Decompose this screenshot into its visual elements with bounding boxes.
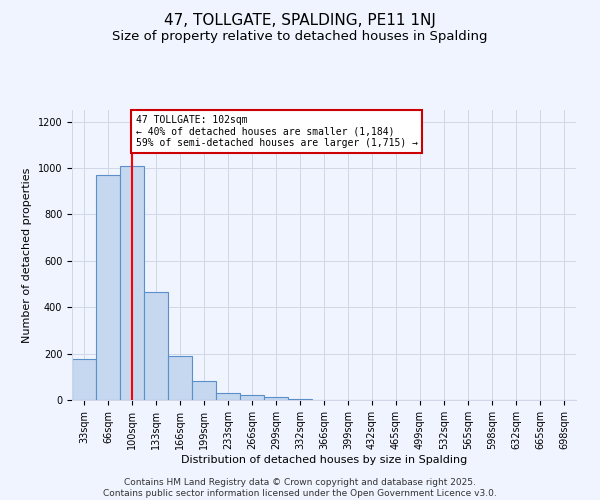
Bar [120, 166, 144, 400]
Bar [216, 393, 240, 400]
Bar [264, 396, 288, 400]
Text: Size of property relative to detached houses in Spalding: Size of property relative to detached ho… [112, 30, 488, 43]
Text: 47 TOLLGATE: 102sqm
← 40% of detached houses are smaller (1,184)
59% of semi-det: 47 TOLLGATE: 102sqm ← 40% of detached ho… [136, 114, 418, 148]
Bar [96, 175, 120, 400]
Y-axis label: Number of detached properties: Number of detached properties [22, 168, 32, 342]
Text: Contains HM Land Registry data © Crown copyright and database right 2025.
Contai: Contains HM Land Registry data © Crown c… [103, 478, 497, 498]
Bar [192, 382, 216, 400]
Text: 47, TOLLGATE, SPALDING, PE11 1NJ: 47, TOLLGATE, SPALDING, PE11 1NJ [164, 12, 436, 28]
Bar [144, 292, 168, 400]
Bar [168, 356, 192, 400]
Bar [72, 360, 96, 400]
Bar [288, 399, 312, 400]
X-axis label: Distribution of detached houses by size in Spalding: Distribution of detached houses by size … [181, 454, 467, 464]
Bar [240, 396, 264, 400]
